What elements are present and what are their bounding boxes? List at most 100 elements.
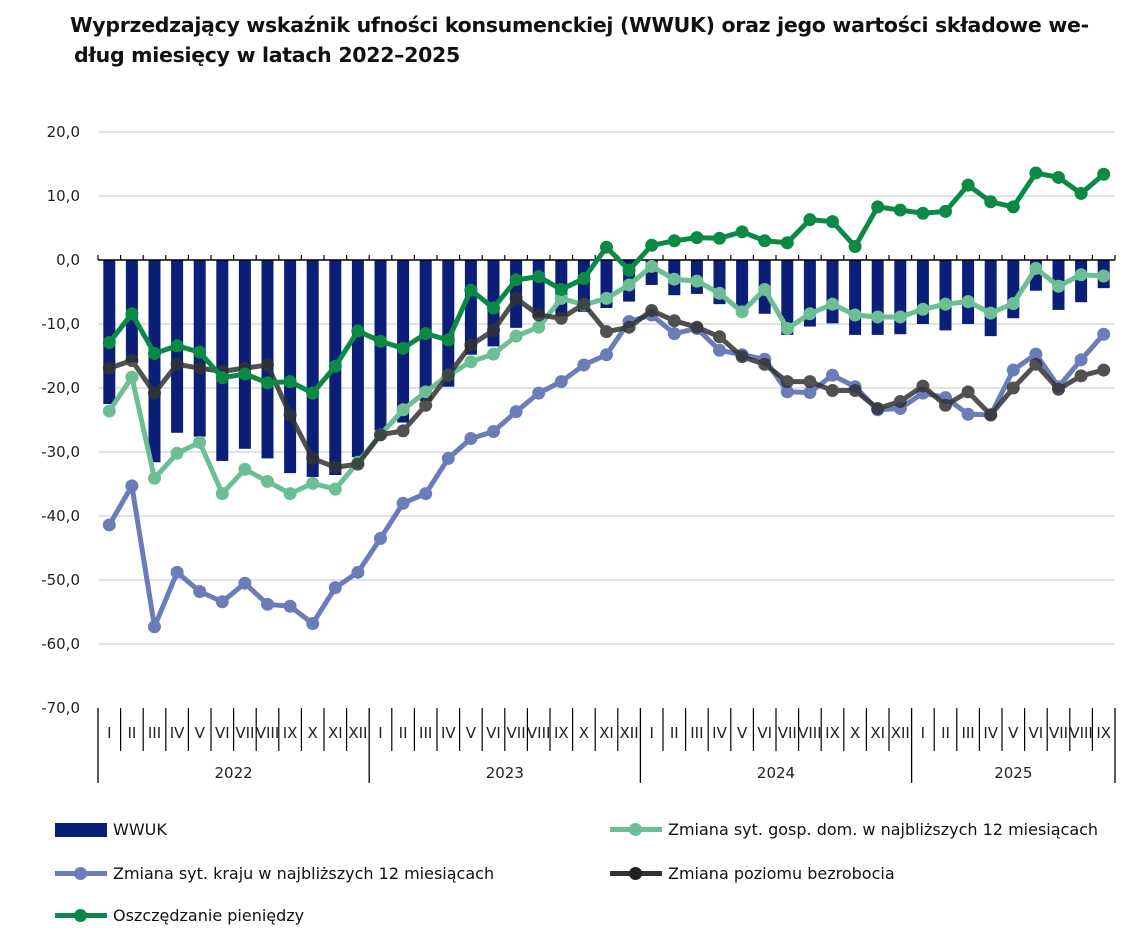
data-point	[306, 386, 320, 400]
data-point	[826, 368, 839, 382]
x-tick-month: VIII	[527, 724, 551, 742]
data-point	[622, 278, 636, 292]
bar-wwuk	[238, 260, 251, 449]
data-point	[713, 231, 726, 245]
x-tick-month: II	[399, 724, 408, 742]
data-point	[961, 178, 975, 192]
x-tick-month: IV	[983, 724, 998, 742]
data-point	[464, 283, 478, 297]
data-point	[261, 358, 274, 372]
legend-bar-swatch	[55, 822, 107, 837]
x-tick-month: II	[670, 724, 679, 742]
data-point	[735, 305, 749, 319]
x-tick-month: IX	[283, 724, 298, 742]
x-tick-month: X	[308, 724, 318, 742]
legend-line-swatch	[610, 823, 662, 836]
data-point	[170, 357, 184, 371]
data-point	[396, 403, 410, 417]
data-point	[622, 263, 636, 277]
data-point	[1074, 369, 1088, 383]
data-point	[600, 291, 613, 305]
data-point	[396, 341, 410, 355]
x-tick-month: V	[1008, 724, 1019, 742]
bar-wwuk	[351, 260, 364, 458]
bar-wwuk	[464, 260, 477, 355]
data-point	[780, 375, 794, 389]
chart-title-line-1: Wyprzedzający wskaźnik ufności konsumenc…	[70, 13, 1089, 37]
data-point	[396, 424, 410, 438]
data-point	[464, 355, 478, 369]
data-point	[238, 367, 252, 381]
x-tick-month: XI	[328, 724, 343, 742]
x-tick-month: VIII	[256, 724, 280, 742]
data-point	[871, 310, 885, 324]
x-tick-month: X	[850, 724, 860, 742]
data-point	[893, 310, 907, 324]
data-point	[125, 479, 139, 493]
x-tick-month: III	[690, 724, 703, 742]
data-point	[328, 460, 342, 474]
x-tick-month: III	[419, 724, 432, 742]
bar-wwuk	[871, 260, 884, 335]
data-point	[532, 320, 546, 334]
legend-label: Zmiana syt. gosp. dom. w najbliższych 12…	[668, 820, 1099, 839]
data-point	[1029, 166, 1043, 180]
data-point	[193, 435, 207, 449]
x-tick-month: X	[579, 724, 589, 742]
bar-wwuk	[939, 260, 952, 331]
data-point	[690, 274, 704, 288]
x-tick-month: I	[921, 724, 925, 742]
data-point	[328, 482, 342, 496]
y-tick-label: -30,0	[41, 443, 80, 461]
data-point	[193, 585, 207, 599]
data-point	[1052, 382, 1065, 396]
x-tick-month: I	[107, 724, 111, 742]
data-point	[193, 345, 207, 359]
data-point	[939, 398, 952, 412]
data-point	[283, 599, 297, 613]
legend-item-households: Zmiana syt. gosp. dom. w najbliższych 12…	[610, 820, 1098, 839]
bar-wwuk	[962, 260, 975, 324]
legend-line-swatch	[610, 867, 662, 880]
x-tick-month: I	[378, 724, 382, 742]
bar-wwuk	[984, 260, 997, 337]
data-point	[102, 404, 116, 418]
data-point	[871, 401, 885, 415]
bar-wwuk	[216, 260, 229, 461]
x-tick-month: II	[127, 724, 136, 742]
data-point	[780, 385, 794, 399]
data-point	[419, 385, 433, 399]
data-point	[419, 398, 433, 412]
data-point	[803, 385, 817, 399]
x-tick-month: IX	[1096, 724, 1111, 742]
data-point	[148, 620, 161, 634]
data-point	[261, 376, 274, 390]
data-point	[1052, 279, 1065, 293]
x-tick-month: V	[195, 724, 206, 742]
bar-wwuk	[103, 260, 116, 404]
data-point	[871, 200, 885, 214]
y-tick-label: -70,0	[41, 699, 80, 717]
x-tick-month: VI	[486, 724, 501, 742]
data-point	[306, 617, 320, 631]
data-point	[713, 286, 726, 300]
data-point	[170, 446, 184, 460]
data-point	[554, 311, 568, 325]
data-point	[600, 348, 613, 362]
data-point	[509, 405, 523, 419]
bar-wwuk	[849, 260, 862, 335]
data-point	[780, 236, 794, 250]
data-point	[1029, 347, 1043, 361]
data-point	[509, 291, 523, 305]
data-point	[916, 379, 930, 393]
x-tick-year: 2023	[486, 764, 524, 782]
data-point	[554, 375, 568, 389]
x-tick-month: VII	[778, 724, 797, 742]
data-point	[984, 195, 998, 209]
data-point	[1029, 357, 1043, 371]
legend-item-unemployment: Zmiana poziomu bezrobocia	[610, 864, 895, 883]
legend-item-wwuk: WWUK	[55, 820, 167, 839]
chart-plot: 20,0 10,0 0,0 -10,0 -20,0 -30,0 -40,0 -50,0 -60,…	[41, 123, 1116, 783]
data-point	[1097, 269, 1111, 283]
x-tick-month: VII	[1049, 724, 1068, 742]
